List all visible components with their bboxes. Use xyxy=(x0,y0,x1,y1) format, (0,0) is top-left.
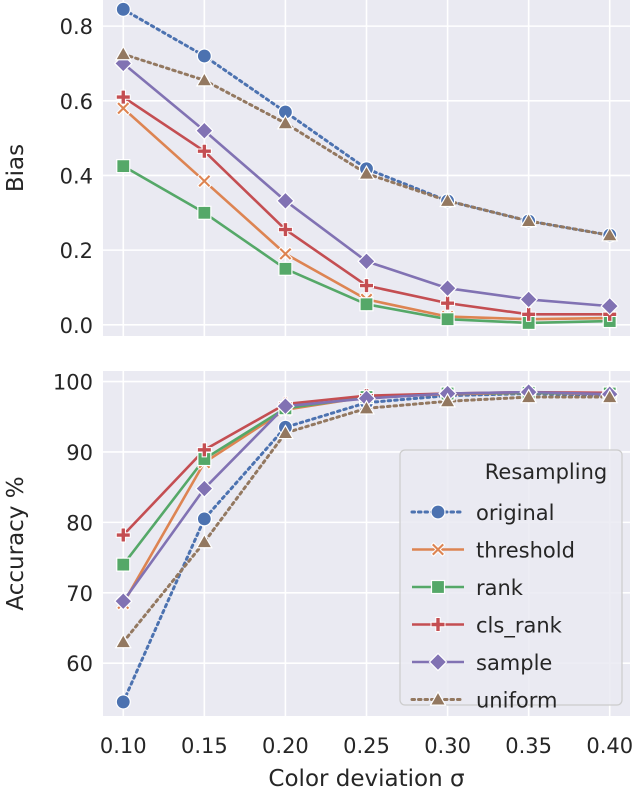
legend-marker-original xyxy=(430,504,446,520)
legend-label-original: original xyxy=(476,501,555,525)
accuracy-y-axis-label: Accuracy % xyxy=(3,476,29,610)
legend-marker-cls_rank xyxy=(430,617,446,632)
bias-point-original xyxy=(115,1,131,17)
bias-panel: 0.0 0.2 0.4 0.6 0.8 Bias xyxy=(3,0,630,338)
bias-point-cls_rank xyxy=(440,295,456,311)
accuracy-point-rank xyxy=(116,557,131,572)
bias-point-cls_rank xyxy=(521,306,537,322)
bias-point-uniform xyxy=(276,114,294,130)
accuracy-point-uniform xyxy=(195,533,213,549)
bias-point-original xyxy=(196,48,212,64)
legend-title: Resampling xyxy=(485,460,607,484)
legend-label-cls_rank: cls_rank xyxy=(476,614,563,639)
accuracy-y-tick-label: 80 xyxy=(66,511,93,535)
legend-label-threshold: threshold xyxy=(476,539,575,563)
bias-point-uniform xyxy=(357,164,376,180)
x-tick-label: 0.40 xyxy=(586,734,633,758)
bias-point-uniform xyxy=(195,71,213,87)
bias-point-uniform xyxy=(114,45,132,61)
bias-point-sample xyxy=(438,278,457,298)
x-tick-label: 0.30 xyxy=(424,734,471,758)
bias-point-uniform xyxy=(601,226,619,242)
legend-label-uniform: uniform xyxy=(476,689,557,713)
x-tick-label: 0.35 xyxy=(505,734,552,758)
bias-y-tick-label: 0.8 xyxy=(60,15,93,39)
accuracy-point-cls_rank xyxy=(115,527,131,543)
bias-point-rank xyxy=(116,159,131,174)
x-tick-label: 0.20 xyxy=(262,734,309,758)
legend-marker-rank xyxy=(430,579,446,595)
accuracy-point-sample xyxy=(194,479,214,498)
accuracy-y-tick-label: 70 xyxy=(66,582,93,606)
x-axis-label: Color deviation σ xyxy=(268,766,464,789)
accuracy-point-uniform xyxy=(601,388,619,404)
x-tick-label: 0.25 xyxy=(343,734,390,758)
bias-y-tick-label: 0.4 xyxy=(60,164,93,188)
accuracy-point-original xyxy=(196,511,212,527)
x-tick-label: 0.15 xyxy=(181,734,228,758)
bias-y-axis-label: Bias xyxy=(3,144,29,192)
bias-point-rank xyxy=(359,297,374,312)
legend-marker-uniform xyxy=(429,690,447,706)
bias-point-threshold xyxy=(278,246,293,262)
bias-y-tick-label: 0.6 xyxy=(60,90,93,114)
accuracy-point-uniform xyxy=(276,424,294,440)
bias-point-sample xyxy=(194,121,214,141)
legend-marker-sample xyxy=(428,652,448,672)
bias-point-sample xyxy=(357,251,376,271)
bias-point-rank xyxy=(197,205,212,220)
legend-label-sample: sample xyxy=(476,651,552,675)
legend: Resampling original threshold rank cls_ranks… xyxy=(399,449,623,713)
bias-point-threshold xyxy=(196,173,212,189)
accuracy-y-tick-label: 90 xyxy=(66,441,93,465)
accuracy-y-tick-label: 60 xyxy=(66,652,93,676)
x-tick-label: 0.10 xyxy=(100,734,147,758)
accuracy-point-sample xyxy=(276,396,295,416)
bias-y-tick-label: 0.0 xyxy=(60,314,93,338)
bias-point-sample xyxy=(276,191,295,211)
legend-box xyxy=(399,449,623,706)
accuracy-point-sample xyxy=(113,591,133,611)
bias-point-threshold xyxy=(115,100,131,116)
accuracy-point-uniform xyxy=(357,399,376,415)
bias-point-cls_rank xyxy=(115,89,131,105)
bias-point-cls_rank xyxy=(277,222,293,238)
accuracy-point-cls_rank xyxy=(196,442,212,458)
accuracy-point-original xyxy=(115,694,131,710)
accuracy-y-tick-label: 100 xyxy=(53,371,93,395)
bias-point-sample xyxy=(519,290,539,309)
accuracy-point-uniform xyxy=(114,633,132,649)
bias-point-uniform xyxy=(439,192,457,208)
bias-point-cls_rank xyxy=(359,278,374,294)
accuracy-point-uniform xyxy=(439,392,457,408)
bias-point-rank xyxy=(278,261,293,276)
accuracy-point-uniform xyxy=(520,388,538,404)
bias-y-tick-label: 0.2 xyxy=(60,239,93,263)
bias-point-rank xyxy=(440,312,455,327)
bias-point-uniform xyxy=(520,212,538,228)
legend-marker-threshold xyxy=(430,542,446,557)
bias-point-sample xyxy=(600,296,620,316)
bias-point-cls_rank xyxy=(196,143,212,159)
legend-label-rank: rank xyxy=(476,576,524,600)
